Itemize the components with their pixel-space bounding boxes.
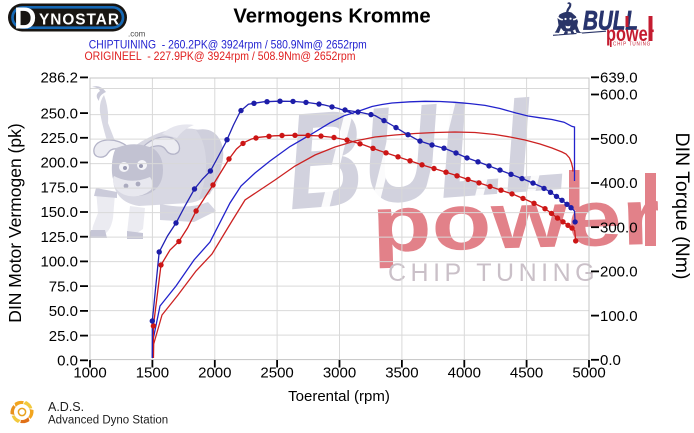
svg-text:4500: 4500	[510, 365, 543, 382]
svg-text:power: power	[606, 23, 654, 46]
svg-text:4000: 4000	[448, 365, 481, 382]
svg-text:YNOSTAR: YNOSTAR	[39, 12, 120, 29]
svg-text:200.0: 200.0	[40, 155, 78, 172]
svg-text:500.0: 500.0	[600, 131, 638, 148]
svg-text:50.0: 50.0	[49, 303, 78, 320]
svg-text:3000: 3000	[323, 365, 356, 382]
svg-text:ORIGINEEL - 227.9PK@ 3924rpm: ORIGINEEL - 227.9PK@ 3924rpm / 508.9Nm@ …	[85, 49, 356, 63]
svg-text:3500: 3500	[385, 365, 418, 382]
svg-text:0.0: 0.0	[57, 353, 78, 370]
svg-text:75.0: 75.0	[49, 278, 78, 295]
svg-text:2500: 2500	[260, 365, 293, 382]
svg-text:100.0: 100.0	[40, 254, 78, 271]
svg-text:100.0: 100.0	[600, 308, 638, 325]
svg-text:300.0: 300.0	[600, 219, 638, 236]
svg-text:CHIP TUNING: CHIP TUNING	[388, 259, 599, 287]
svg-text:D: D	[14, 1, 36, 36]
svg-text:Vermogens Kromme: Vermogens Kromme	[233, 6, 430, 28]
svg-text:25.0: 25.0	[49, 328, 78, 345]
svg-text:5000: 5000	[572, 365, 605, 382]
svg-text:250.0: 250.0	[40, 105, 78, 122]
svg-text:1000: 1000	[73, 365, 106, 382]
svg-text:Toerental (rpm): Toerental (rpm)	[288, 388, 390, 405]
svg-text:1500: 1500	[136, 365, 169, 382]
svg-text:286.2: 286.2	[40, 70, 78, 87]
svg-text:DIN Torque (Nm): DIN Torque (Nm)	[671, 132, 693, 279]
svg-text:CHIPTUINING - 260.2PK@ 3924rp: CHIPTUINING - 260.2PK@ 3924rpm / 580.9Nm…	[89, 38, 367, 52]
svg-text:639.0: 639.0	[600, 70, 638, 87]
svg-text:600.0: 600.0	[600, 87, 638, 104]
svg-text:2000: 2000	[198, 365, 231, 382]
svg-text:.com: .com	[128, 30, 146, 39]
svg-text:CHIP TUNING: CHIP TUNING	[613, 42, 651, 48]
svg-text:175.0: 175.0	[40, 179, 78, 196]
svg-text:225.0: 225.0	[40, 130, 78, 147]
svg-text:200.0: 200.0	[600, 264, 638, 281]
svg-text:125.0: 125.0	[40, 229, 78, 246]
svg-text:150.0: 150.0	[40, 204, 78, 221]
svg-text:0.0: 0.0	[600, 352, 621, 369]
svg-text:DIN Motor Vermogen (pk): DIN Motor Vermogen (pk)	[5, 123, 25, 322]
svg-text:BULL: BULL	[583, 6, 638, 36]
svg-text:400.0: 400.0	[600, 175, 638, 192]
svg-text:Advanced Dyno Station: Advanced Dyno Station	[48, 415, 168, 427]
svg-text:A.D.S.: A.D.S.	[48, 400, 84, 414]
